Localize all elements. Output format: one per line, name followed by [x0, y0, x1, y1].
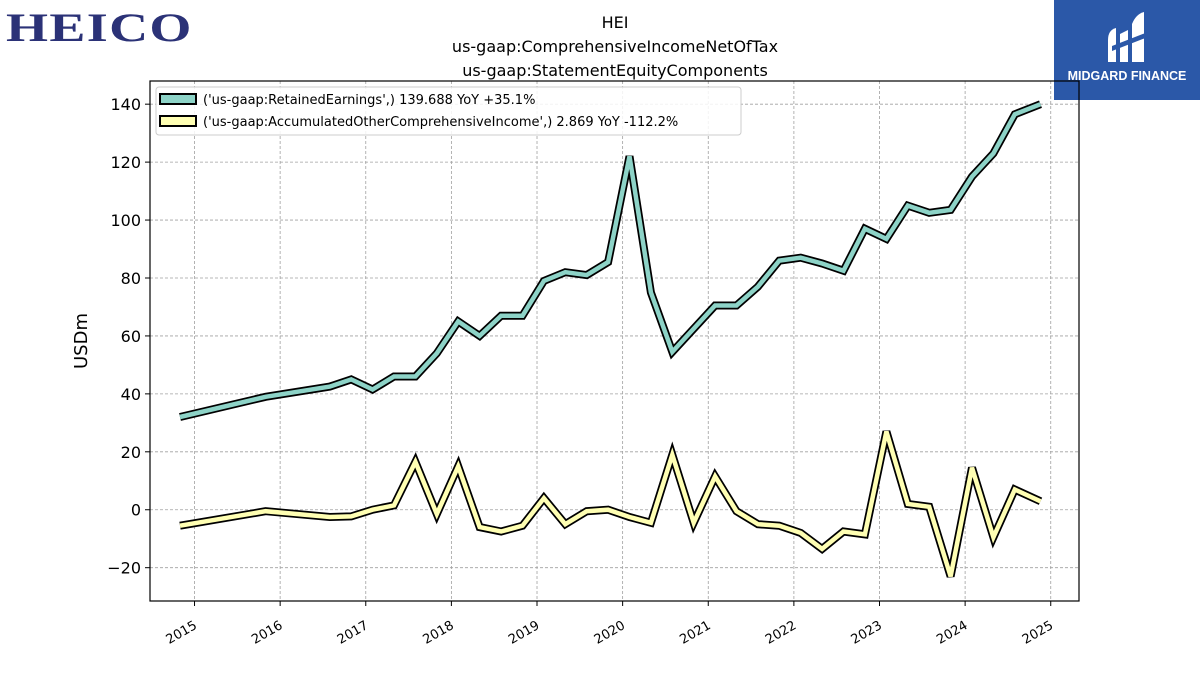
x-tick-label: 2025 [1020, 618, 1056, 648]
chart-title-line-2: us-gaap:ComprehensiveIncomeNetOfTax [451, 37, 779, 56]
series-2-line [179, 430, 1042, 578]
series-1-line [179, 102, 1042, 420]
legend-label-2: ('us-gaap:AccumulatedOtherComprehensiveI… [203, 115, 678, 130]
x-tick-label: 2023 [849, 618, 885, 648]
series-layer [179, 100, 1043, 578]
x-tick-label: 2021 [677, 618, 713, 648]
legend-label-1: ('us-gaap:RetainedEarnings',) 139.688 Yo… [203, 93, 535, 108]
y-tick-label: 0 [131, 501, 141, 520]
midgard-finance-wordmark: MIDGARD FINANCE [1067, 69, 1187, 83]
legend-swatch-1 [159, 93, 197, 105]
x-tick-label: 2020 [592, 618, 628, 648]
chart-title-line-1: HEI [601, 13, 629, 32]
legend-swatch-2 [159, 115, 197, 127]
y-tick-label: 20 [121, 443, 141, 462]
x-tick-label: 2017 [335, 618, 371, 648]
chart-title: HEI us-gaap:ComprehensiveIncomeNetOfTax … [300, 11, 930, 83]
y-tick-label: 100 [110, 211, 141, 230]
midgard-finance-logo: MIDGARD FINANCE [1054, 0, 1200, 100]
grid-lines [150, 81, 1079, 601]
x-tick-label: 2022 [763, 618, 799, 648]
y-axis-label: USDm [71, 313, 92, 369]
y-tick-label: −20 [107, 559, 141, 578]
axes: −20 0 20 40 60 80 100 120 140 2015 2016 2017 2018 201… [107, 95, 1056, 648]
y-tick-label: 120 [110, 153, 141, 172]
x-tick-label: 2016 [249, 618, 285, 648]
legend-box [155, 86, 742, 136]
y-tick-label: 140 [110, 95, 141, 114]
chart-title-line-3: us-gaap:StatementEquityComponents [462, 61, 768, 80]
plot-frame [149, 80, 1080, 602]
x-tick-label: 2019 [506, 618, 542, 648]
x-tick-label: 2015 [164, 618, 200, 648]
y-tick-label: 80 [121, 269, 141, 288]
heico-logo: HEICO [6, 5, 193, 50]
y-tick-label: 60 [121, 327, 141, 346]
midgard-emblem-icon [1108, 12, 1148, 62]
y-tick-label: 40 [121, 385, 141, 404]
x-tick-label: 2018 [421, 618, 457, 648]
legend: ('us-gaap:RetainedEarnings',) 139.688 Yo… [155, 86, 742, 136]
x-tick-label: 2024 [934, 618, 970, 648]
